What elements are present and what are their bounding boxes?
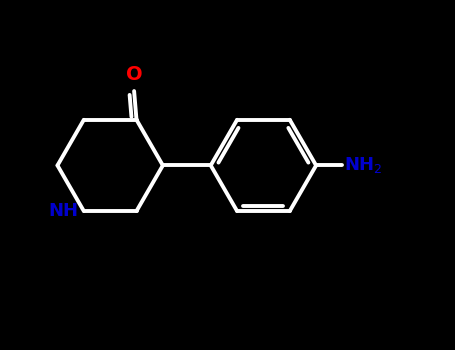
Text: NH: NH — [48, 202, 78, 220]
Text: O: O — [126, 65, 142, 84]
Text: NH$_2$: NH$_2$ — [344, 155, 383, 175]
